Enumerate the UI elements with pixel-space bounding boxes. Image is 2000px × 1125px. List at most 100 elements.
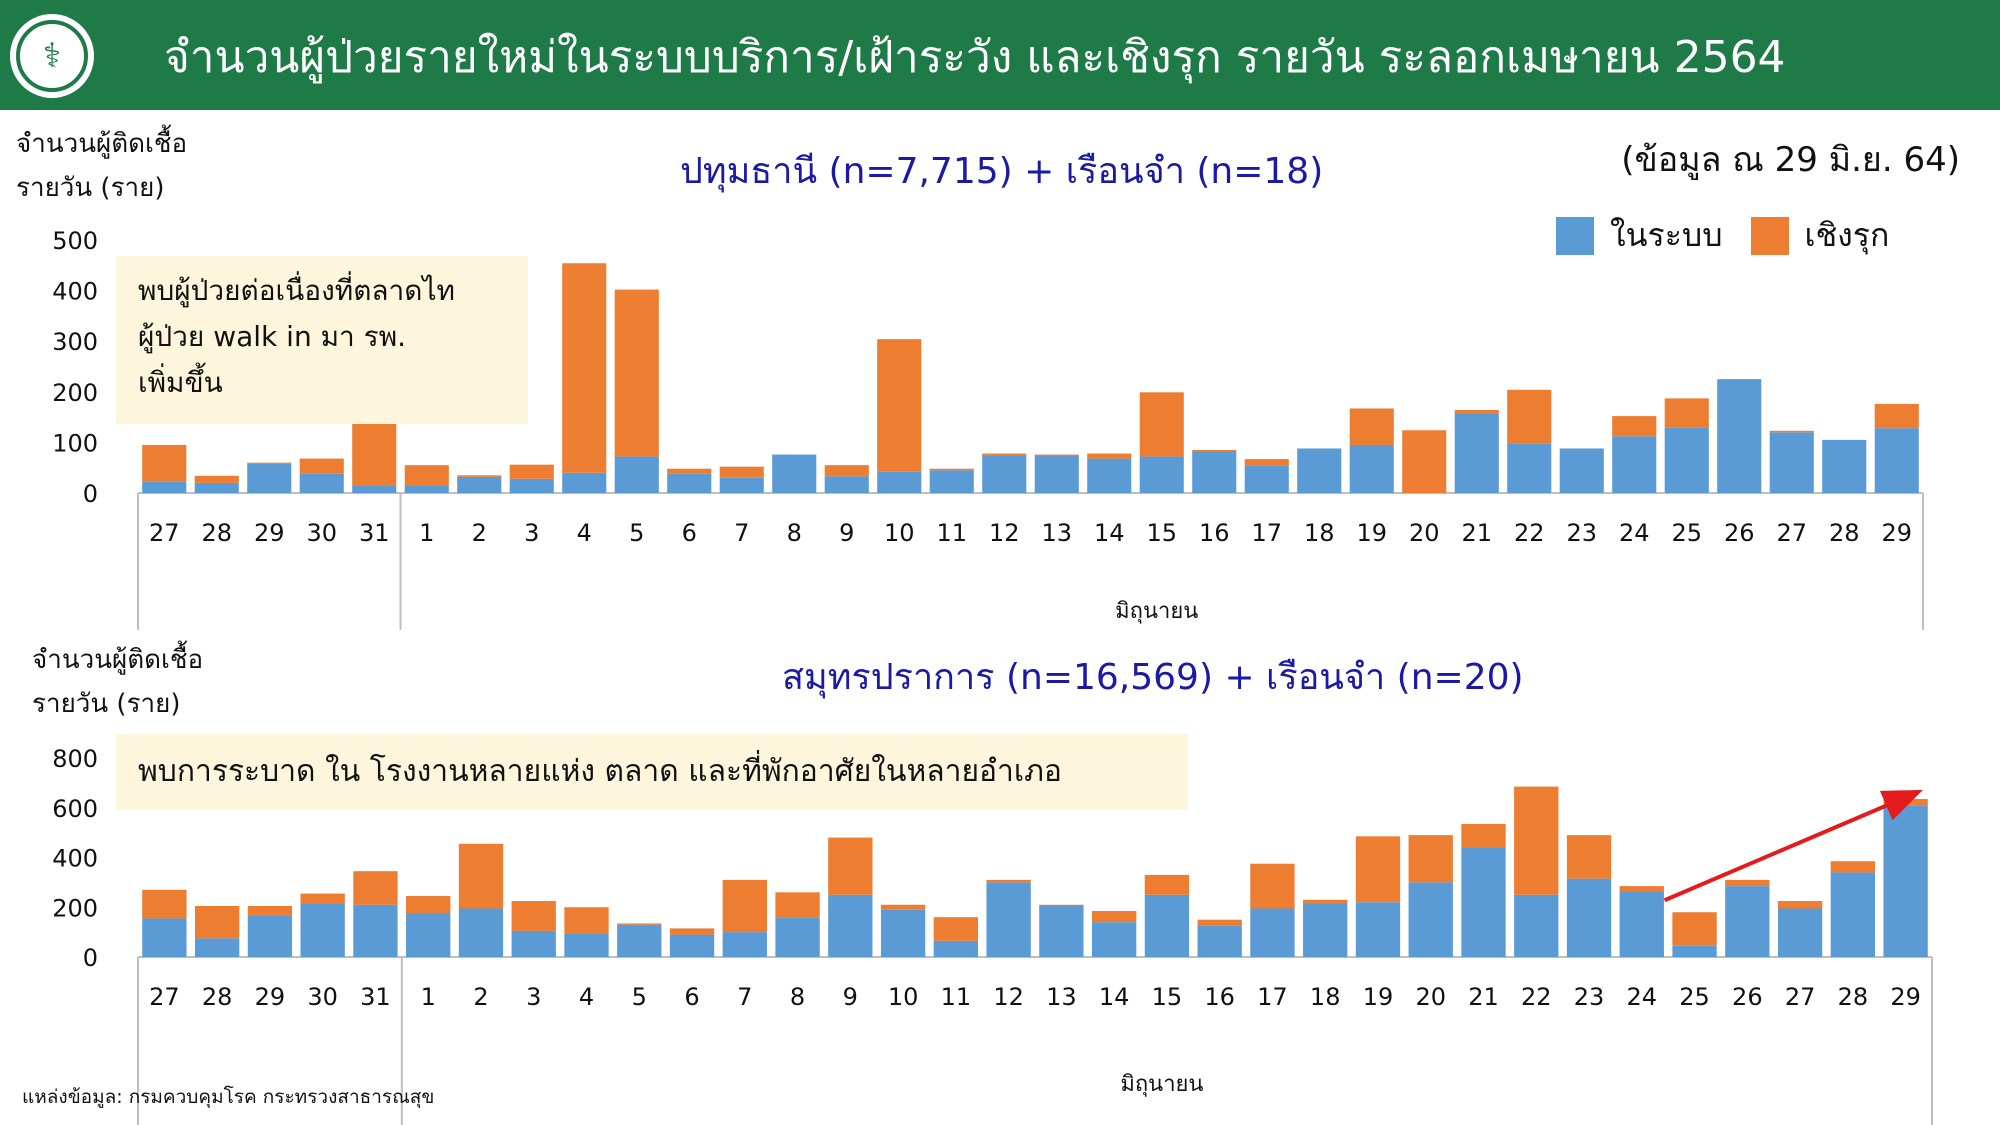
chart2-bar-active-search: [1461, 823, 1506, 848]
chart2-xtick: 24: [1627, 983, 1658, 1011]
ministry-logo: ⚕: [10, 14, 94, 98]
chart2-bar-active-search: [1514, 786, 1559, 895]
chart2-xtick: 15: [1152, 983, 1183, 1011]
chart1-bar-in-system: [1297, 448, 1342, 493]
chart1-xtick: 25: [1671, 519, 1702, 547]
chart1-xtick: 13: [1041, 519, 1072, 547]
chart2-xtick: 1: [421, 983, 436, 1011]
chart1-bar-active-search: [1192, 449, 1237, 452]
chart1-bar-in-system: [1769, 432, 1814, 493]
chart2-bar-active-search: [300, 893, 345, 904]
chart1-bar-in-system: [562, 472, 607, 493]
chart2-bar-in-system: [406, 913, 451, 957]
chart2-bar-active-search: [1566, 835, 1612, 879]
chart1-bar-in-system: [719, 477, 764, 493]
chart2-xtick: 20: [1415, 983, 1446, 1011]
chart2-bar-in-system: [1303, 903, 1348, 957]
chart2-bar-in-system: [458, 908, 504, 957]
chart1-bar-in-system: [1612, 436, 1657, 493]
chart2-ylabel-line1: จำนวนผู้ติดเชื้อ: [32, 645, 204, 675]
chart2-bar-active-search: [458, 843, 504, 909]
chart1-xtick: 27: [149, 519, 180, 547]
chart1-bar-active-search: [877, 339, 922, 472]
chart2-bar-in-system: [1830, 872, 1876, 957]
chart2-bar-in-system: [986, 882, 1031, 957]
chart2-xtick: 31: [360, 983, 391, 1011]
chart1-bar-active-search: [1664, 398, 1709, 428]
chart2-bar-active-search: [511, 901, 556, 931]
chart1-bar-in-system: [1454, 413, 1499, 493]
chart2-bar-active-search: [1039, 904, 1084, 907]
chart1-bar-active-search: [509, 464, 554, 479]
chart2-xtick: 23: [1574, 983, 1605, 1011]
chart2-bar-active-search: [933, 917, 979, 941]
chart1-bar-active-search: [667, 468, 712, 474]
chart2-bar-active-search: [1672, 912, 1717, 946]
chart1-xtick: 1: [419, 519, 434, 547]
chart2-bar-active-search: [1250, 863, 1295, 909]
chart1-xtick: 21: [1461, 519, 1492, 547]
chart1-xtick: 30: [306, 519, 337, 547]
chart1-xtick: 17: [1251, 519, 1282, 547]
chart2-bar-in-system: [564, 933, 609, 957]
chart1-bar-in-system: [1087, 458, 1132, 493]
chart1-xtick: 6: [682, 519, 697, 547]
chart2-bar-active-search: [1144, 874, 1190, 895]
chart1-xtick: 22: [1514, 519, 1545, 547]
chart2-bar-in-system: [353, 904, 398, 957]
chart1-bar-active-search: [1612, 416, 1657, 437]
chart2-bar-active-search: [247, 906, 293, 916]
chart1-bar-active-search: [1454, 410, 1499, 414]
chart1-bar-in-system: [614, 456, 659, 493]
chart1-annotation-line1: พบผู้ป่วยต่อเนื่องที่ตลาดไท: [138, 274, 455, 307]
chart1-xtick: 19: [1356, 519, 1387, 547]
chart2-bar-in-system: [1408, 882, 1453, 957]
chart2-bar-active-search: [1408, 835, 1453, 883]
chart2-bar-in-system: [775, 917, 820, 957]
chart2-bar-active-search: [1355, 836, 1401, 903]
chart2-xtick: 30: [307, 983, 338, 1011]
chart2-xtick: 6: [684, 983, 699, 1011]
chart1-bar-active-search: [457, 475, 502, 477]
chart1-bar-active-search: [824, 465, 869, 477]
chart1-bar-active-search: [1769, 430, 1814, 433]
chart2-bar-in-system: [933, 940, 979, 957]
chart1-ylabel-line1: จำนวนผู้ติดเชื้อ: [16, 129, 188, 159]
chart1-bar-active-search: [1402, 430, 1447, 493]
chart2-annotation: พบการระบาด ใน โรงงานหลายแห่ง ตลาด และที่…: [116, 734, 1188, 810]
chart1-annotation: พบผู้ป่วยต่อเนื่องที่ตลาดไท ผู้ป่วย walk…: [116, 256, 528, 424]
chart2-bar-active-search: [564, 907, 609, 934]
chart2-xtick: 13: [1046, 983, 1077, 1011]
chart2-xtick: 10: [888, 983, 919, 1011]
chart1-bar-in-system: [1034, 455, 1079, 493]
chart1-bar-active-search: [299, 458, 344, 474]
chart2-xtick: 25: [1679, 983, 1710, 1011]
chart2-bar-in-system: [1250, 908, 1295, 957]
chart1-bar-in-system: [1717, 379, 1762, 493]
chart1-bar-active-search: [142, 444, 187, 482]
chart2-bar-active-search: [880, 904, 926, 910]
page-title: จำนวนผู้ป่วยรายใหม่ในระบบบริการ/เฝ้าระวั…: [164, 32, 1786, 83]
chart1-bar-active-search: [1139, 392, 1184, 457]
chart1-bar-in-system: [982, 455, 1027, 493]
chart2-bar-in-system: [1566, 878, 1612, 957]
chart2-ytick: 400: [52, 845, 98, 873]
chart1-xtick: 4: [577, 519, 592, 547]
chart2-xtick: 3: [526, 983, 541, 1011]
chart2-xtick: 9: [843, 983, 858, 1011]
chart1-xtick: 29: [1881, 519, 1912, 547]
chart1-xtick: 8: [787, 519, 802, 547]
chart1-xtick: 29: [254, 519, 285, 547]
chart2-bar-in-system: [828, 894, 873, 957]
chart2-bar-in-system: [194, 938, 240, 957]
chart1-xtick: 28: [201, 519, 232, 547]
header-bar: ⚕ จำนวนผู้ป่วยรายใหม่ในระบบบริการ/เฝ้าระ…: [0, 0, 2000, 110]
chart1-ylabel-line2: รายวัน (ราย): [16, 173, 165, 203]
chart2-xtick: 5: [632, 983, 647, 1011]
chart2-bar-active-search: [1777, 901, 1823, 909]
chart1-bar-active-search: [1874, 403, 1919, 429]
chart2-bar-in-system: [880, 909, 926, 957]
chart1-xtick: 9: [839, 519, 854, 547]
